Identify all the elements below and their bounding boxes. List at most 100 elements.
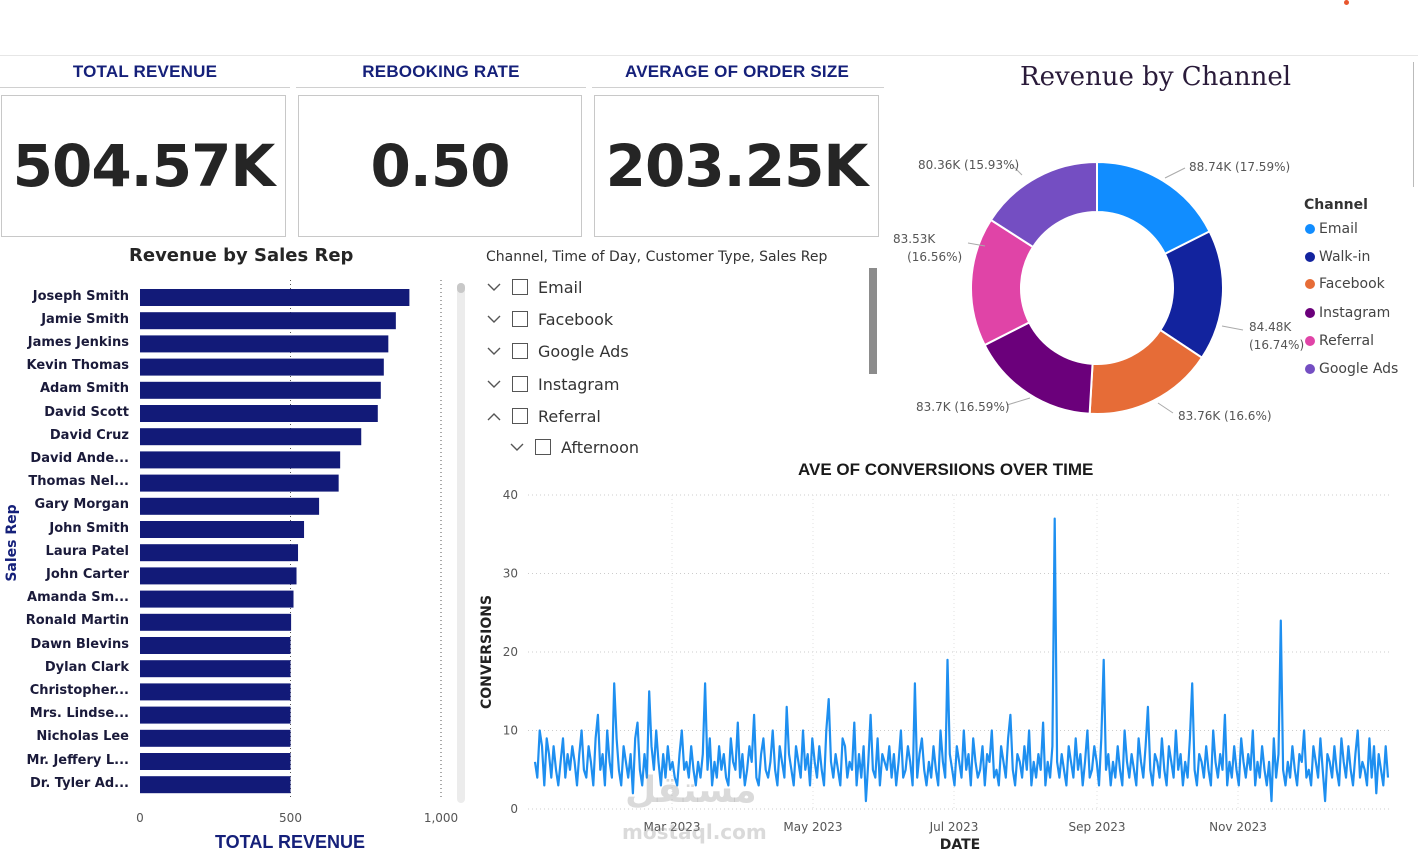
bar [140,474,339,492]
y-tick-label: 30 [503,567,518,581]
kpi-card-avg-order-size[interactable]: 203.25K [594,95,879,237]
x-axis-title: TOTAL REVENUE [215,832,365,852]
bar-category-label: Thomas Nel... [28,474,129,490]
bar-category-label: David Ande... [30,450,129,466]
donut-data-label: 80.36K (15.93%) [918,158,1020,172]
y-tick-label: 10 [503,724,518,738]
chevron-up-icon[interactable] [486,409,502,423]
slicer-item[interactable]: Referral [486,403,601,429]
legend-label: Referral [1319,333,1374,349]
x-tick-label: 500 [279,811,302,825]
legend-item[interactable]: Email [1305,221,1358,237]
line-chart[interactable]: 0 10 20 30 40 Mar 2023 May 2023 Jul 2023 Sep 202… [470,480,1410,862]
y-tick-label: 40 [503,488,518,502]
bar-category-label: Christopher... [29,682,129,698]
slicer-item[interactable]: Email [486,274,582,300]
kpi-divider [296,87,586,88]
leader-line [967,242,986,247]
bar [140,590,294,608]
kpi-rebooking-rate-title: REBOOKING RATE [362,62,520,81]
leader-line [1006,397,1031,406]
bar-chart-scrollbar[interactable] [457,283,465,803]
bar [140,335,389,353]
slicer-title: Channel, Time of Day, Customer Type, Sal… [486,249,828,265]
legend-item[interactable]: Google Ads [1305,361,1398,377]
chevron-down-icon[interactable] [509,440,525,454]
bar [140,776,291,794]
bar [140,753,291,770]
donut-chart-title: Revenue by Channel [1020,62,1292,92]
legend-dot [1305,364,1315,374]
bar [140,660,291,678]
checkbox[interactable] [512,376,528,392]
bar-chart-title: Revenue by Sales Rep [129,245,354,266]
checkbox[interactable] [535,439,551,455]
bar-category-label: Joseph Smith [32,288,129,304]
checkbox[interactable] [512,311,528,327]
bar-category-label: Dylan Clark [44,659,129,675]
donut-chart[interactable] [880,140,1300,440]
bar [140,637,291,654]
x-tick-label: 0 [136,811,144,825]
chevron-down-icon[interactable] [486,377,502,391]
bar [140,381,381,399]
slicer-scrollbar[interactable] [869,268,877,374]
chevron-down-icon[interactable] [486,280,502,294]
bar [140,428,362,446]
bar-chart[interactable]: 0 500 1,000 TOTAL REVENUE Sales Rep [0,280,480,860]
watermark-logo: مستقل [625,770,757,811]
kpi-avg-order-size-value: 203.25K [605,132,869,200]
legend-item[interactable]: Walk-in [1305,249,1370,265]
line-chart-title: AVE OF CONVERSIIONS OVER TIME [798,460,1094,479]
bar-category-label: Dawn Blevins [30,636,129,652]
bar-category-label: Laura Patel [45,543,129,559]
donut-slice [989,160,1098,249]
kpi-card-total-revenue[interactable]: 504.57K [1,95,286,237]
kpi-avg-order-size-title: AVERAGE OF ORDER SIZE [625,62,849,81]
y-axis-title: CONVERSIONS [479,595,495,709]
legend-title: Channel [1304,197,1368,213]
bar [140,521,305,538]
kpi-card-rebooking-rate[interactable]: 0.50 [298,95,582,237]
scrollbar-thumb[interactable] [457,283,465,293]
legend-dot [1305,279,1315,289]
donut-data-label: 83.76K (16.6%) [1178,409,1272,423]
bar [140,312,396,330]
slicer-item[interactable]: Instagram [486,371,619,397]
legend-label: Instagram [1319,305,1391,321]
donut-data-label: 83.7K (16.59%) [916,400,1010,414]
chevron-down-icon[interactable] [486,344,502,358]
slicer-item[interactable]: Facebook [486,306,613,332]
checkbox[interactable] [512,408,528,424]
slicer-item-label: Google Ads [538,341,629,361]
bar-category-label: Adam Smith [39,381,129,397]
slicer-item-label: Facebook [538,309,614,329]
bar-category-label: Mrs. Lindse... [29,706,129,722]
legend-item[interactable]: Facebook [1305,276,1385,292]
bar-category-label: James Jenkins [27,334,129,350]
legend-item[interactable]: Instagram [1305,305,1390,321]
bar [140,358,384,376]
bar [140,729,291,747]
legend-item[interactable]: Referral [1305,333,1374,349]
bar [140,544,299,562]
checkbox[interactable] [512,343,528,359]
checkbox[interactable] [512,279,528,295]
x-tick-label: Mar 2023 [644,820,701,834]
bar [140,706,291,724]
y-tick-label: 20 [503,645,518,659]
slicer-item[interactable]: Google Ads [486,338,629,364]
bar [140,567,297,585]
x-tick-label: Nov 2023 [1209,820,1267,834]
bar-category-label: David Cruz [49,427,129,443]
donut-data-label: 84.48K (16.74%) [1249,320,1305,352]
leader-line [1157,402,1174,414]
y-axis-title: Sales Rep [4,504,20,581]
bar-category-label: Mr. Jeffery L... [26,752,129,768]
slicer-item-label: Instagram [538,374,620,394]
bar [140,683,291,701]
bar [140,451,341,469]
slicer-item[interactable]: Afternoon [509,434,639,460]
chevron-down-icon[interactable] [486,312,502,326]
bar-category-label: Ronald Martin [25,613,129,629]
